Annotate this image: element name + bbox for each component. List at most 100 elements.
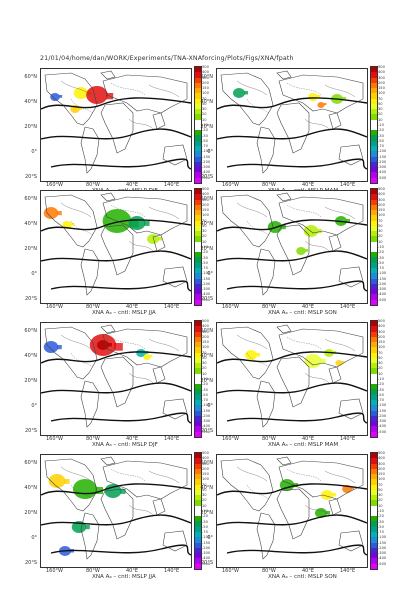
colorbar-swatch — [195, 531, 201, 538]
colorbar-swatch — [195, 88, 201, 94]
contour-line — [324, 84, 356, 98]
colorbar-swatch — [195, 294, 201, 300]
colorbar-swatch — [371, 410, 377, 416]
colorbar-swatch — [371, 463, 377, 469]
anomaly-patch — [86, 86, 108, 104]
colorbar-label: -100 — [202, 149, 211, 154]
colorbar-swatch — [371, 547, 377, 554]
anomaly-patch — [136, 349, 146, 357]
colorbar-swatch — [371, 394, 377, 400]
coastline — [162, 266, 188, 288]
colorbar-swatch — [195, 283, 201, 290]
coastline — [338, 144, 364, 166]
anomaly-patch — [114, 343, 123, 351]
anomaly-patch — [346, 219, 350, 223]
contour-line — [128, 118, 154, 130]
coastline — [44, 194, 98, 248]
latitude-label: 60°N — [24, 196, 37, 202]
colorbar-swatch — [195, 278, 201, 284]
coastline — [276, 70, 292, 80]
zero-contour — [217, 250, 367, 262]
zero-contour — [217, 128, 367, 140]
coastline-icon — [217, 70, 367, 174]
latitude-label: 20°S — [200, 296, 213, 302]
anomaly-patch — [332, 493, 336, 497]
zero-contour — [226, 412, 367, 424]
anomaly-patch — [50, 93, 60, 101]
anomaly-patch — [335, 360, 343, 366]
colorbar-swatch — [371, 500, 377, 506]
colorbar-swatch — [371, 373, 377, 379]
colorbar-label: -400 — [378, 424, 387, 429]
colorbar-label: -30 — [378, 255, 384, 260]
colorbar-swatch — [371, 553, 377, 559]
longitude-label: 40°E — [126, 304, 139, 310]
longitude-label: 140°E — [164, 568, 180, 574]
map-panel-6 — [216, 322, 368, 436]
latitude-label: 60°N — [24, 460, 37, 466]
coastline — [80, 512, 100, 560]
colorbar-label: 20 — [378, 234, 383, 239]
colorbar-label: 70 — [378, 482, 383, 487]
colorbar-label: 200 — [378, 466, 385, 471]
colorbar-label: 200 — [378, 334, 385, 339]
coastline — [276, 192, 292, 202]
contour-line — [60, 80, 92, 96]
colorbar-label: 30 — [378, 493, 383, 498]
colorbar-swatch — [195, 246, 201, 253]
colorbar-swatch — [371, 167, 377, 173]
coastline-icon — [217, 324, 367, 428]
latitude-label: 60°N — [200, 196, 213, 202]
panel-caption: XNA Aₐ – cntl: MSLP DJF — [92, 442, 158, 448]
colorbar-label: 200 — [378, 80, 385, 85]
colorbar-label: -70 — [378, 144, 384, 149]
colorbar-label: -150 — [378, 408, 387, 413]
colorbar-swatch — [371, 273, 377, 279]
colorbar — [194, 452, 202, 570]
zero-contour — [50, 280, 191, 292]
colorbar-label: 70 — [202, 350, 207, 355]
colorbar-label: 10 — [202, 371, 207, 376]
colorbar-swatch — [371, 421, 377, 427]
longitude-label: 160°W — [46, 436, 63, 442]
colorbar-label: -10 — [202, 244, 208, 249]
colorbar-label: 500 — [202, 319, 209, 323]
colorbar-label: 50 — [378, 223, 383, 228]
longitude-label: 40°E — [302, 182, 315, 188]
colorbar-swatch — [371, 109, 377, 115]
colorbar-swatch — [371, 231, 377, 237]
colorbar-swatch — [371, 177, 377, 183]
colorbar-label: -300 — [378, 419, 387, 424]
anomaly-patch — [245, 350, 257, 360]
colorbar-label: 150 — [378, 340, 385, 345]
colorbar-swatch — [195, 67, 201, 73]
colorbar-label: -150 — [378, 154, 387, 159]
colorbar-swatch — [195, 119, 201, 125]
colorbar-swatch — [371, 299, 377, 305]
zero-contour — [41, 382, 191, 394]
colorbar-label: -50 — [202, 392, 208, 397]
coastline — [220, 458, 274, 512]
colorbar-label: -70 — [378, 266, 384, 271]
colorbar-label: -150 — [202, 276, 211, 281]
coastline-icon — [41, 456, 191, 560]
colorbar-label: -30 — [202, 387, 208, 392]
colorbar-label: 10 — [378, 117, 383, 122]
colorbar-swatch — [195, 210, 201, 216]
anomaly-patch — [321, 490, 333, 500]
colorbar-swatch — [371, 352, 377, 358]
colorbar-swatch — [195, 189, 201, 195]
longitude-label: 140°E — [340, 304, 356, 310]
zero-contour — [41, 128, 191, 140]
colorbar-swatch — [195, 140, 201, 146]
colorbar-label: 400 — [202, 192, 209, 197]
panel-caption: XNA Aₐ – cntl: MSLP SON — [268, 574, 337, 580]
colorbar-swatch — [371, 82, 377, 89]
colorbar-label: -150 — [202, 540, 211, 545]
map-panel-2 — [216, 68, 368, 182]
colorbar-label: -200 — [202, 545, 211, 550]
colorbar-label: -300 — [202, 551, 211, 556]
latitude-label: 20°S — [24, 428, 37, 434]
latitude-label: 0° — [31, 403, 37, 409]
colorbar-label: 50 — [378, 487, 383, 492]
